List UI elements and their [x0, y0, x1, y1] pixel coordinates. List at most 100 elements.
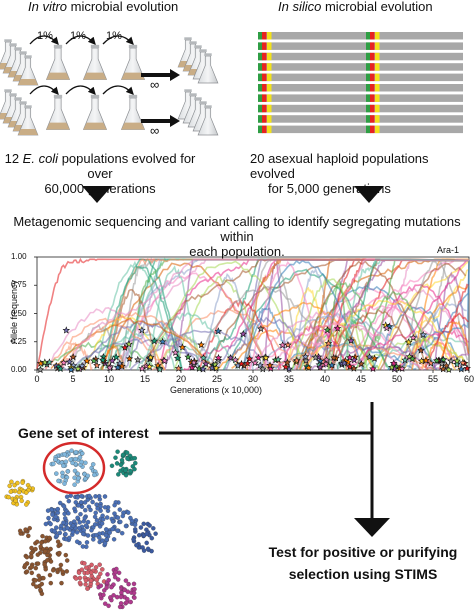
gene-point [64, 569, 70, 574]
gene-point [42, 548, 48, 554]
star-marker [174, 364, 183, 372]
gene-point [50, 568, 56, 573]
gene-point [67, 535, 72, 541]
gene-point [54, 471, 59, 476]
gene-point [145, 546, 151, 552]
genome-row [258, 73, 463, 82]
star-marker [202, 360, 210, 368]
star-marker [239, 330, 248, 338]
gene-point [128, 599, 133, 605]
gene-point [111, 593, 116, 598]
gene-point [29, 564, 34, 570]
gene-point [63, 459, 69, 465]
star-marker [457, 365, 466, 373]
star-marker [155, 365, 164, 373]
gene-point [18, 494, 24, 500]
gene-point [33, 578, 38, 583]
star-marker [370, 354, 379, 362]
gene-point [80, 531, 86, 537]
gene-point [7, 483, 12, 489]
gene-point [39, 591, 45, 597]
gene-point [79, 459, 84, 465]
allele-trajectory [402, 301, 467, 370]
gene-point [125, 596, 130, 602]
star-marker [453, 357, 461, 365]
chart-trajectories [36, 256, 470, 372]
gene-point [85, 473, 91, 479]
star-marker [346, 362, 354, 370]
x-tick-label: 5 [70, 374, 76, 384]
gene-point [62, 481, 67, 486]
gene-point [118, 519, 123, 525]
star-marker [301, 352, 310, 361]
gene-point [24, 554, 30, 560]
gene-point [90, 462, 96, 467]
gene-point [35, 552, 41, 557]
flask-icon [45, 94, 71, 130]
allele-trajectory [122, 258, 470, 371]
allele-trajectory [77, 319, 203, 371]
genome-row [258, 32, 463, 40]
gene-point [104, 585, 109, 590]
star-marker [322, 360, 330, 368]
star-marker [146, 353, 155, 361]
gene-point [85, 570, 90, 575]
gene-point [34, 584, 39, 589]
allele-trajectory [62, 338, 220, 371]
gene-point [120, 513, 126, 519]
allele-trajectory [336, 258, 470, 370]
x-tick-label: 10 [103, 374, 114, 384]
allele-trajectory [303, 299, 467, 371]
gene-point [104, 537, 109, 542]
gene-point [42, 562, 47, 567]
star-marker [387, 363, 396, 371]
transfer-arc [65, 35, 96, 45]
star-marker [214, 353, 223, 362]
gene-point [102, 494, 108, 499]
gene-point [100, 513, 105, 518]
genome-row [258, 52, 463, 61]
star-marker [439, 365, 447, 373]
gene-point [124, 450, 130, 455]
gene-point [93, 510, 98, 516]
gene-point [43, 539, 48, 544]
gene-point [85, 519, 91, 525]
gene-point [132, 466, 137, 472]
gene-point [93, 494, 98, 499]
star-marker [118, 362, 126, 370]
genome-row [258, 94, 463, 102]
gene-point [19, 498, 24, 504]
gene-point [127, 453, 133, 459]
allele-trajectory [44, 306, 167, 371]
star-marker [262, 353, 270, 362]
gene-point [98, 508, 103, 513]
gene-point [98, 583, 104, 588]
gene-point [53, 514, 59, 520]
gene-point [119, 457, 125, 463]
gene-point [77, 454, 83, 460]
allele-trajectory [343, 258, 470, 371]
gene-point [151, 526, 156, 531]
infinity-symbol-1: ∞ [150, 77, 160, 92]
star-marker [442, 361, 451, 369]
flask-icon [17, 55, 39, 86]
gene-point [153, 531, 158, 536]
gene-point [62, 516, 68, 521]
gene-point [62, 452, 67, 457]
gene-point [95, 506, 100, 511]
allele-trajectory [346, 259, 470, 369]
gene-point [134, 542, 139, 548]
gene-set-highlight [42, 441, 106, 495]
gene-point [136, 532, 142, 538]
gene-point [125, 456, 130, 461]
gene-point [115, 528, 120, 533]
x-tick-label: 25 [211, 374, 222, 384]
gene-point [48, 559, 54, 564]
gene-point [79, 451, 85, 456]
gene-point [76, 570, 82, 575]
transfer-arc [102, 85, 134, 95]
y-tick-label: 1.00 [11, 252, 27, 261]
allele-trajectory [94, 260, 176, 370]
star-marker [453, 360, 461, 368]
